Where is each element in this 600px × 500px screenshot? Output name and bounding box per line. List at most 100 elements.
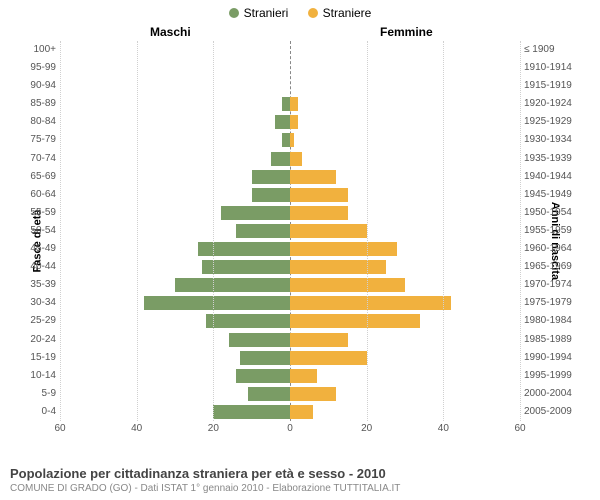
legend-dot-female — [308, 8, 318, 18]
bar-female — [290, 333, 348, 347]
pyramid-row: 100+≤ 1909 — [60, 41, 520, 59]
x-tick-label: 40 — [131, 423, 142, 434]
bar-female — [290, 278, 405, 292]
pyramid-row: 5-92000-2004 — [60, 385, 520, 403]
age-label: 90-94 — [20, 77, 56, 95]
birth-year-label: 1925-1929 — [524, 113, 584, 131]
age-label: 70-74 — [20, 150, 56, 168]
gridline-vertical — [213, 41, 214, 421]
age-label: 20-24 — [20, 331, 56, 349]
x-tick-label: 20 — [361, 423, 372, 434]
age-label: 95-99 — [20, 59, 56, 77]
birth-year-label: 1990-1994 — [524, 349, 584, 367]
bar-female — [290, 296, 451, 310]
bar-female — [290, 242, 397, 256]
pyramid-row: 20-241985-1989 — [60, 331, 520, 349]
bar-male — [252, 188, 290, 202]
bar-male — [248, 387, 290, 401]
pyramid-row: 35-391970-1974 — [60, 276, 520, 294]
bar-female — [290, 405, 313, 419]
birth-year-label: 1950-1954 — [524, 204, 584, 222]
bar-male — [240, 351, 290, 365]
x-tick-label: 40 — [438, 423, 449, 434]
age-label: 60-64 — [20, 186, 56, 204]
bar-male — [236, 224, 290, 238]
bar-male — [229, 333, 290, 347]
gridline-vertical — [443, 41, 444, 421]
bar-male — [275, 115, 290, 129]
x-tick-label: 20 — [208, 423, 219, 434]
x-tick-label: 60 — [54, 423, 65, 434]
bar-male — [213, 405, 290, 419]
birth-year-label: 1960-1964 — [524, 240, 584, 258]
birth-year-label: 1995-1999 — [524, 367, 584, 385]
age-label: 75-79 — [20, 131, 56, 149]
birth-year-label: 1920-1924 — [524, 95, 584, 113]
gridline-vertical — [60, 41, 61, 421]
age-label: 0-4 — [20, 403, 56, 421]
legend-item-male: Stranieri — [229, 6, 289, 20]
birth-year-label: 1970-1974 — [524, 276, 584, 294]
age-label: 25-29 — [20, 312, 56, 330]
legend-label-female: Straniere — [323, 6, 372, 20]
birth-year-label: 1975-1979 — [524, 294, 584, 312]
x-tick-label: 60 — [514, 423, 525, 434]
age-label: 65-69 — [20, 168, 56, 186]
pyramid-row: 50-541955-1959 — [60, 222, 520, 240]
birth-year-label: 1985-1989 — [524, 331, 584, 349]
chart-area: Fasce di età Anni di nascita 100+≤ 19099… — [0, 41, 600, 441]
pyramid-row: 75-791930-1934 — [60, 131, 520, 149]
bar-female — [290, 152, 302, 166]
gridline-vertical — [367, 41, 368, 421]
bar-male — [282, 97, 290, 111]
pyramid-row: 10-141995-1999 — [60, 367, 520, 385]
age-label: 85-89 — [20, 95, 56, 113]
birth-year-label: 1935-1939 — [524, 150, 584, 168]
birth-year-label: 1910-1914 — [524, 59, 584, 77]
pyramid-row: 0-42005-2009 — [60, 403, 520, 421]
bar-female — [290, 97, 298, 111]
birth-year-label: 1930-1934 — [524, 131, 584, 149]
bar-female — [290, 224, 367, 238]
bar-male — [175, 278, 290, 292]
legend-label-male: Stranieri — [244, 6, 289, 20]
bar-male — [221, 206, 290, 220]
legend-item-female: Straniere — [308, 6, 372, 20]
gridline-vertical — [137, 41, 138, 421]
bar-male — [252, 170, 290, 184]
bar-female — [290, 314, 420, 328]
pyramid-row: 70-741935-1939 — [60, 150, 520, 168]
pyramid-row: 95-991910-1914 — [60, 59, 520, 77]
age-label: 40-44 — [20, 258, 56, 276]
x-axis: 6040200204060 — [60, 423, 520, 437]
bar-female — [290, 351, 367, 365]
age-label: 30-34 — [20, 294, 56, 312]
bar-male — [282, 133, 290, 147]
bar-female — [290, 133, 294, 147]
header-female: Femmine — [380, 25, 433, 39]
age-label: 10-14 — [20, 367, 56, 385]
pyramid-row: 15-191990-1994 — [60, 349, 520, 367]
pyramid-row: 90-941915-1919 — [60, 77, 520, 95]
age-label: 45-49 — [20, 240, 56, 258]
pyramid-row: 65-691940-1944 — [60, 168, 520, 186]
pyramid-row: 85-891920-1924 — [60, 95, 520, 113]
x-tick-label: 0 — [287, 423, 293, 434]
bar-female — [290, 170, 336, 184]
pyramid-row: 60-641945-1949 — [60, 186, 520, 204]
bar-male — [202, 260, 290, 274]
bar-female — [290, 260, 386, 274]
bar-female — [290, 369, 317, 383]
bar-male — [198, 242, 290, 256]
birth-year-label: 2005-2009 — [524, 403, 584, 421]
birth-year-label: 1965-1969 — [524, 258, 584, 276]
bar-male — [236, 369, 290, 383]
column-headers: Maschi Femmine — [0, 25, 600, 41]
birth-year-label: 2000-2004 — [524, 385, 584, 403]
age-label: 15-19 — [20, 349, 56, 367]
footer-subtitle: COMUNE DI GRADO (GO) - Dati ISTAT 1° gen… — [10, 483, 400, 494]
birth-year-label: 1955-1959 — [524, 222, 584, 240]
header-male: Maschi — [150, 25, 191, 39]
pyramid-row: 55-591950-1954 — [60, 204, 520, 222]
birth-year-label: 1945-1949 — [524, 186, 584, 204]
